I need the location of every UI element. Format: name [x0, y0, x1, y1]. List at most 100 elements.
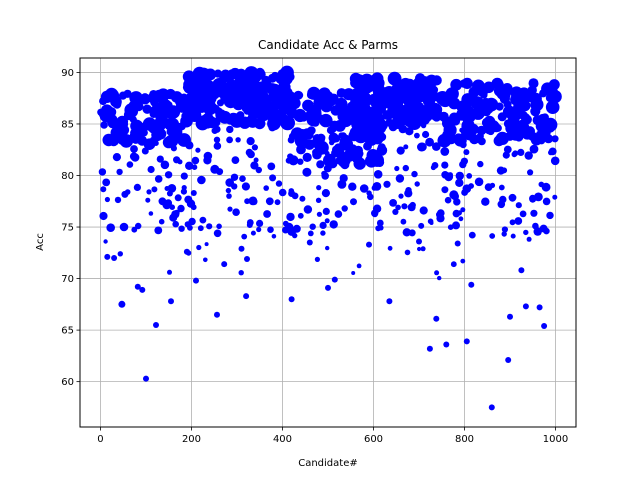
data-point	[337, 111, 347, 122]
data-point	[535, 132, 546, 143]
data-point	[243, 293, 250, 300]
data-point	[151, 186, 158, 193]
data-point	[291, 192, 299, 200]
data-point	[103, 239, 108, 244]
y-tick-label: 60	[61, 377, 74, 388]
data-point	[287, 110, 296, 119]
data-point	[309, 223, 316, 230]
data-point	[265, 197, 274, 206]
data-point	[420, 122, 427, 129]
data-point	[348, 182, 357, 191]
data-point	[511, 151, 518, 158]
data-point	[319, 221, 327, 229]
data-point	[365, 113, 376, 124]
data-point	[534, 192, 543, 202]
data-point	[156, 155, 164, 163]
data-point	[401, 203, 408, 210]
data-point	[337, 119, 347, 129]
data-point	[183, 83, 194, 94]
data-point	[135, 222, 142, 230]
data-point	[147, 120, 162, 134]
data-point	[124, 189, 131, 195]
data-point	[225, 178, 234, 187]
x-tick-label: 600	[364, 434, 383, 445]
data-point	[100, 186, 107, 193]
data-point	[299, 195, 306, 202]
data-point	[226, 193, 232, 199]
data-point	[288, 188, 295, 194]
data-point	[461, 93, 474, 106]
data-point	[282, 226, 289, 234]
data-point	[484, 183, 493, 192]
data-point	[476, 125, 487, 136]
plot-area-frame	[79, 57, 577, 428]
data-point	[387, 71, 402, 86]
data-point	[148, 211, 154, 216]
data-point	[149, 136, 159, 146]
data-point	[447, 172, 453, 178]
data-point	[546, 211, 554, 220]
data-point	[548, 79, 560, 91]
data-point	[295, 91, 304, 100]
data-point	[131, 153, 140, 162]
data-point	[253, 157, 259, 163]
data-point	[414, 132, 420, 139]
data-point	[154, 175, 163, 183]
data-point	[463, 338, 470, 345]
data-point	[238, 72, 251, 85]
x-tick-label: 0	[97, 434, 103, 445]
data-point	[203, 120, 212, 129]
data-point	[403, 144, 409, 150]
data-point	[432, 142, 441, 151]
data-point	[351, 271, 356, 275]
data-point	[274, 199, 281, 206]
data-point	[316, 160, 325, 169]
data-point	[226, 136, 234, 144]
data-point	[529, 144, 539, 154]
data-point	[100, 104, 113, 117]
data-point	[368, 75, 376, 83]
data-point	[543, 134, 554, 144]
x-tick-label: 200	[182, 434, 201, 445]
data-point	[389, 199, 397, 207]
data-point	[243, 107, 251, 115]
data-point	[468, 281, 475, 288]
data-point	[377, 146, 385, 153]
data-point	[402, 164, 409, 172]
data-point	[272, 92, 280, 100]
data-point	[269, 174, 277, 182]
data-point	[168, 298, 174, 305]
data-point	[460, 157, 468, 165]
data-point	[414, 181, 420, 187]
data-point	[197, 225, 204, 232]
data-point	[550, 156, 560, 166]
data-point	[405, 127, 414, 136]
data-point	[195, 116, 203, 125]
data-point	[321, 189, 330, 198]
data-point	[199, 216, 207, 224]
data-point	[126, 161, 134, 168]
data-point	[552, 194, 558, 200]
data-point	[187, 224, 193, 231]
data-point	[118, 300, 126, 308]
data-point	[302, 167, 312, 177]
data-point	[213, 142, 222, 150]
data-point	[315, 197, 322, 203]
data-point	[519, 210, 527, 218]
data-point	[131, 226, 138, 233]
data-point	[307, 86, 321, 100]
data-point	[114, 196, 122, 204]
data-point	[139, 286, 146, 293]
data-point	[409, 90, 423, 105]
data-point	[289, 97, 301, 109]
data-point	[287, 136, 295, 144]
y-tick-label: 65	[61, 326, 74, 337]
data-point	[542, 197, 551, 206]
data-point	[226, 125, 234, 134]
data-point	[110, 132, 117, 140]
data-point	[226, 80, 235, 89]
data-point	[341, 205, 348, 212]
data-point	[420, 246, 426, 252]
data-point	[221, 261, 228, 268]
data-point	[459, 141, 467, 149]
